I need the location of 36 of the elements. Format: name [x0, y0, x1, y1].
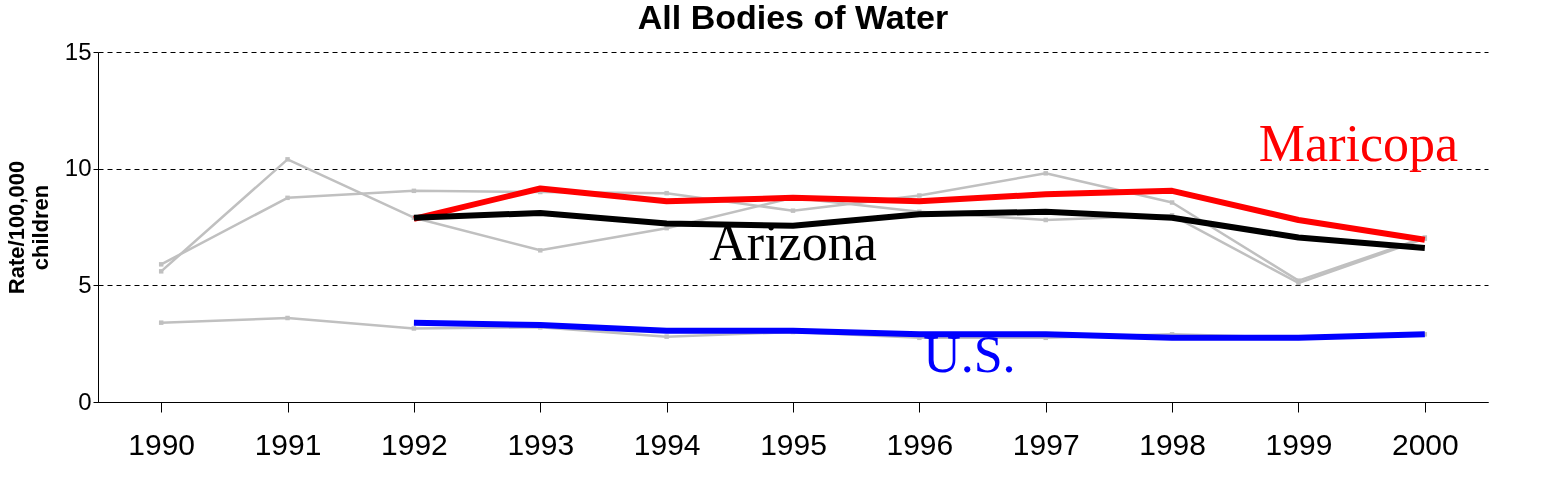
point [1169, 200, 1175, 205]
point [285, 315, 290, 321]
y-tick-label: 5 [78, 270, 92, 298]
point [411, 326, 417, 331]
point [285, 157, 290, 162]
y-tick-label: 0 [78, 387, 92, 415]
point [664, 334, 669, 339]
point [1043, 217, 1048, 223]
point [285, 195, 290, 201]
y-axis-title: Rate/100,000 children [3, 160, 53, 295]
chart-title: All Bodies of Water [637, 0, 949, 36]
y-tick-label: 15 [64, 37, 92, 65]
series-label: U.S. [923, 326, 1016, 384]
x-tick-label: 1991 [254, 427, 322, 461]
point [917, 193, 922, 198]
point [538, 248, 543, 253]
x-tick-label: 1992 [381, 427, 448, 461]
point [158, 269, 164, 274]
series-label: Arizona [709, 213, 877, 271]
point [158, 262, 164, 267]
y-tick-label: 10 [64, 154, 92, 182]
x-tick-label: 1996 [886, 427, 954, 461]
x-tick-label: 1997 [1012, 427, 1080, 461]
x-tick-label: 1994 [633, 427, 701, 461]
x-tick-label: 1999 [1265, 427, 1333, 461]
x-tick-label: 1998 [1139, 427, 1206, 461]
point [158, 320, 164, 325]
series-label: Maricopa [1258, 115, 1459, 172]
x-tick-label: 2000 [1391, 427, 1459, 461]
point [790, 208, 796, 213]
x-tick-label: 1995 [760, 427, 827, 461]
point [664, 225, 669, 231]
x-tick-label: 1990 [128, 427, 196, 461]
x-tick-label: 1993 [507, 427, 575, 461]
point [1043, 171, 1048, 176]
point [664, 190, 669, 196]
